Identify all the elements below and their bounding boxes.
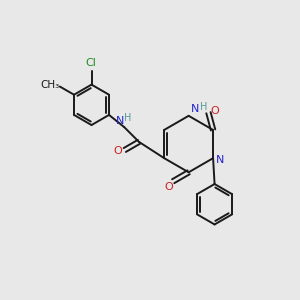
Text: H: H [200,102,207,112]
Text: O: O [211,106,219,116]
Text: N: N [215,155,224,165]
Text: O: O [114,146,123,156]
Text: N: N [116,116,124,126]
Text: O: O [164,182,173,192]
Text: H: H [124,112,131,123]
Text: Cl: Cl [85,58,96,68]
Text: N: N [191,104,200,114]
Text: CH₃: CH₃ [41,80,60,90]
